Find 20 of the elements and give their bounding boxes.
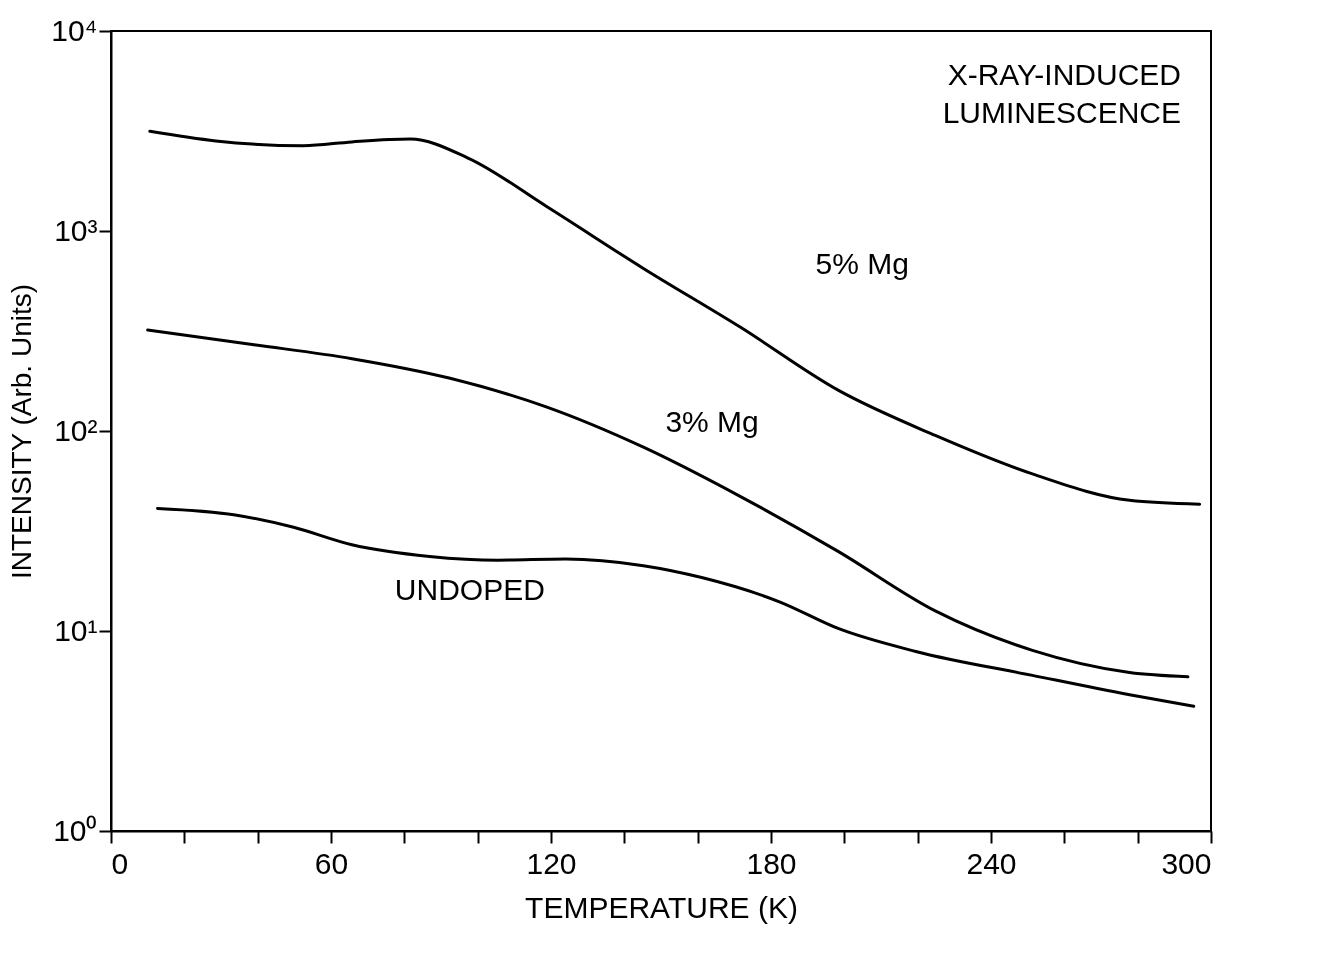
annotation: X-RAY-INDUCED LUMINESCENCE: [942, 58, 1181, 129]
y-tick-label: 10⁰: [53, 813, 98, 847]
y-tick-label: 10¹: [54, 613, 98, 647]
line-series: [146, 328, 1190, 679]
x-axis-title: TEMPERATURE (K): [525, 890, 798, 924]
text: 5% Mg: [815, 247, 909, 281]
y-tick-label: 10³: [54, 213, 98, 247]
x-tick-label: 60: [314, 846, 349, 880]
x-tick-label: 0: [111, 846, 129, 880]
y-tick-label: 10⁴: [51, 13, 98, 47]
y-axis-title: INTENSITY (Arb. Units): [6, 283, 38, 580]
series-label: 3% Mg: [665, 405, 759, 439]
series-label: UNDOPED: [394, 573, 545, 607]
x-tick-label: 300: [1161, 846, 1212, 880]
x-tick-label: 180: [746, 846, 797, 880]
x-tick-label: 240: [966, 846, 1017, 880]
y-tick-label: 10²: [54, 413, 98, 447]
line-series: [148, 129, 1202, 506]
x-tick-label: 120: [526, 846, 577, 880]
line-series: [156, 506, 1196, 708]
